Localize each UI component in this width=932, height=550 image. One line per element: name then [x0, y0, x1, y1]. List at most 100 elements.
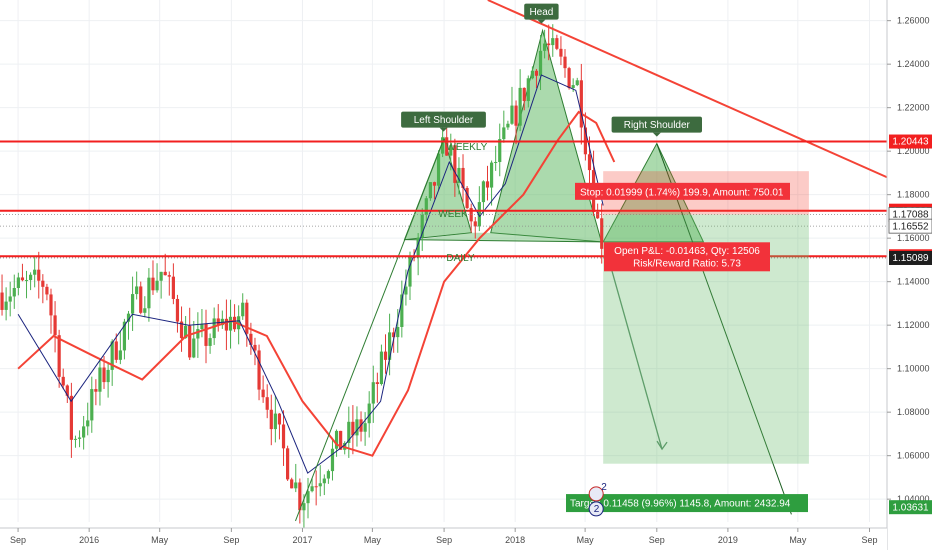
daily-label: DAILY	[446, 253, 474, 264]
candle-body	[90, 389, 94, 421]
projection-line	[656, 143, 792, 515]
weekly-label: WEEKLY	[446, 142, 487, 153]
candle-body	[498, 139, 502, 163]
candle-body	[8, 296, 12, 302]
candle-body	[57, 335, 61, 377]
candle-body	[224, 318, 229, 331]
candle-body	[94, 389, 98, 392]
candle-body	[159, 271, 163, 281]
rr-label: Risk/Reward Ratio: 5.73	[633, 258, 741, 269]
price-tick-label: 1.22000	[897, 103, 930, 113]
price-tick-label: 1.10000	[897, 364, 930, 374]
candle-body	[33, 269, 37, 275]
us-flag-icon	[588, 486, 604, 502]
target-label-box	[566, 494, 808, 513]
candle-body	[375, 382, 379, 385]
candle-body	[122, 321, 127, 351]
candle-body	[575, 80, 579, 86]
candle-body	[175, 298, 180, 322]
candle-body	[453, 145, 457, 183]
time-tick-label: 2016	[79, 535, 99, 545]
candle-body	[188, 325, 192, 358]
neckline-fill	[416, 232, 602, 242]
candle-body	[286, 448, 290, 480]
candle-body	[196, 329, 200, 339]
candle-body	[387, 332, 392, 360]
stop-label-box	[575, 182, 790, 200]
price-tag: 1.17088	[892, 210, 929, 221]
candle-body	[249, 333, 253, 345]
candle-body	[167, 275, 171, 277]
candle-body	[245, 302, 249, 334]
candle-body	[412, 256, 416, 258]
candle-body	[114, 341, 118, 360]
candle-body	[514, 105, 518, 126]
candle-body	[139, 286, 143, 313]
candle-body	[77, 437, 82, 439]
candle-body	[143, 308, 147, 313]
price-axis-bg	[887, 0, 932, 550]
candle-body	[41, 280, 45, 287]
time-tick-label: Sep	[649, 535, 665, 545]
candle-body	[118, 350, 122, 360]
projection-arrow	[604, 247, 663, 450]
candle-body	[302, 503, 306, 511]
overlay-layer: WEEKLY WEEK DAILY Head Left Shoulder Right Sh…	[401, 3, 809, 517]
projection-arrowhead	[656, 440, 668, 451]
candle-body	[518, 87, 522, 126]
candle-body	[12, 288, 16, 297]
candle-body	[322, 478, 326, 484]
indicator-layer	[17, 0, 888, 522]
candle-body	[4, 301, 8, 310]
pl-label: Open P&L: -0.01463, Qty: 12506	[614, 246, 760, 257]
candle-body	[502, 127, 506, 140]
candle-body	[257, 350, 261, 390]
candle-body	[404, 286, 408, 295]
candle-body	[571, 85, 575, 89]
candle-body	[212, 318, 216, 339]
moving-average-red	[17, 110, 616, 457]
candle-body	[110, 341, 114, 370]
left-shoulder-label: Left Shoulder	[414, 115, 474, 126]
candle-body	[16, 277, 20, 289]
candle-body	[526, 78, 530, 102]
candle-body	[567, 68, 571, 89]
price-tick-label: 1.24000	[897, 59, 930, 69]
candle-body	[49, 294, 53, 316]
candle-body	[428, 182, 432, 199]
candle-body	[151, 277, 155, 291]
descending-trendline	[487, 0, 888, 179]
candle-body	[485, 181, 490, 188]
candle-body	[171, 276, 175, 299]
price-tag: 1.03631	[892, 502, 929, 513]
candle-body	[298, 482, 302, 511]
candle-body	[273, 413, 277, 430]
rising-trendline	[295, 138, 445, 522]
stop-label: Stop: 0.01999 (1.74%) 199.9, Amount: 750…	[580, 187, 784, 198]
candles-layer	[0, 24, 604, 530]
candle-body	[436, 153, 441, 186]
price-tag-box	[889, 250, 932, 265]
candle-body	[367, 403, 371, 424]
candle-body	[424, 198, 428, 215]
candle-body	[461, 167, 465, 188]
candle-body	[400, 294, 404, 327]
candle-body	[277, 413, 282, 425]
candle-body	[383, 351, 388, 360]
time-tick-label: Sep	[223, 535, 239, 545]
candle-body	[82, 426, 86, 438]
candle-body	[269, 409, 273, 430]
head-label-box	[524, 3, 559, 20]
candle-body	[20, 277, 25, 281]
eu-flag-icon	[588, 501, 604, 517]
candle-body	[0, 292, 4, 310]
candle-body	[53, 315, 57, 336]
price-tick-label: 1.06000	[897, 451, 930, 461]
candle-body	[473, 221, 477, 227]
candle-body	[45, 286, 49, 295]
time-tick-label: Sep	[436, 535, 452, 545]
